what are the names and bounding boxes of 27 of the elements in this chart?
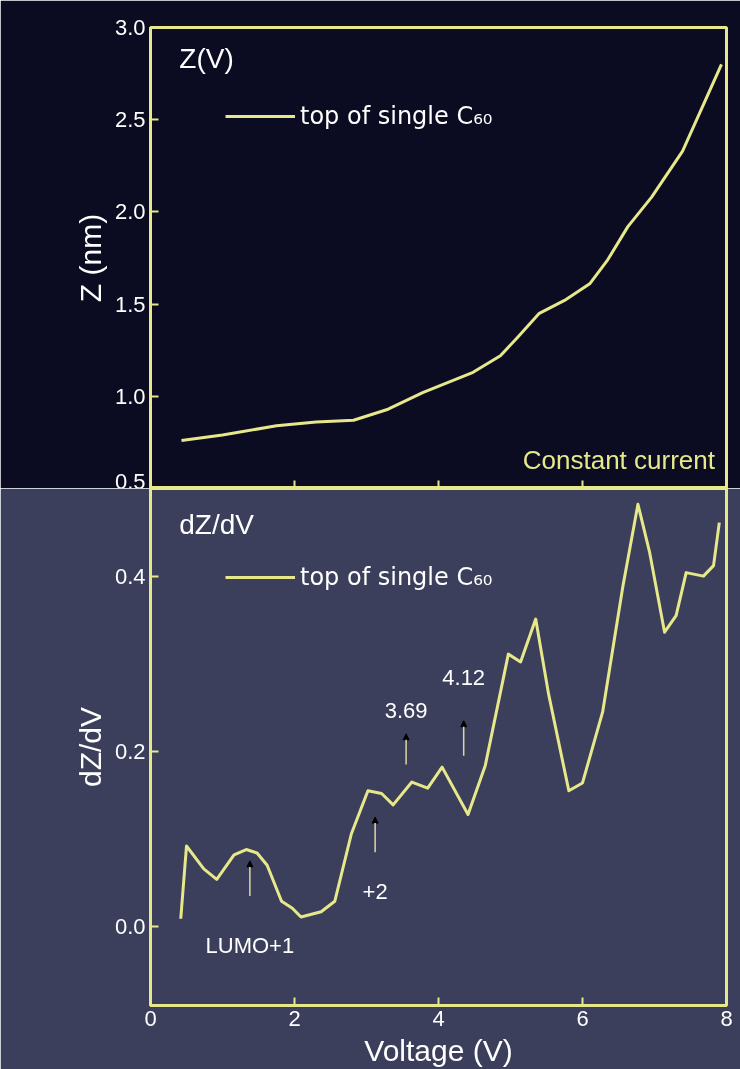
y-tick-label: 0.4 — [114, 563, 146, 589]
y-tick-label: 0.2 — [114, 738, 146, 764]
x-tick-label: 0 — [144, 1005, 157, 1031]
text: Z(V) — [179, 42, 234, 74]
legend-label: top of single C₆₀ — [300, 563, 493, 591]
y-tick-label: 3.0 — [114, 15, 146, 40]
annotation: 4.12 — [442, 665, 486, 691]
x-tick-label: 8 — [720, 1005, 733, 1031]
x-axis-title: Voltage (V) — [364, 1033, 513, 1067]
y-tick-label: 0.0 — [114, 914, 146, 940]
line-series — [179, 502, 721, 921]
annotation: Constant current — [522, 444, 716, 475]
x-tick-label: 4 — [432, 1005, 445, 1031]
y-tick-label: 2.5 — [114, 107, 146, 133]
annotation: +2 — [362, 879, 388, 905]
x-tick-label: 6 — [576, 1005, 589, 1031]
annotation: 3.69 — [384, 697, 428, 723]
legend-label: top of single C₆₀ — [300, 102, 493, 130]
y-tick-label: 1.5 — [114, 291, 146, 317]
y-axis-title: dZ/dV — [73, 706, 107, 788]
x-tick-label: 2 — [288, 1005, 301, 1031]
y-tick-label: 2.0 — [114, 199, 146, 225]
y-axis-title: Z (nm) — [73, 213, 107, 303]
annotation: LUMO+1 — [205, 933, 295, 959]
y-tick-label: 1.0 — [114, 383, 146, 409]
y-tick-label: 0.5 — [114, 468, 146, 494]
text: dZ/dV — [179, 509, 255, 541]
